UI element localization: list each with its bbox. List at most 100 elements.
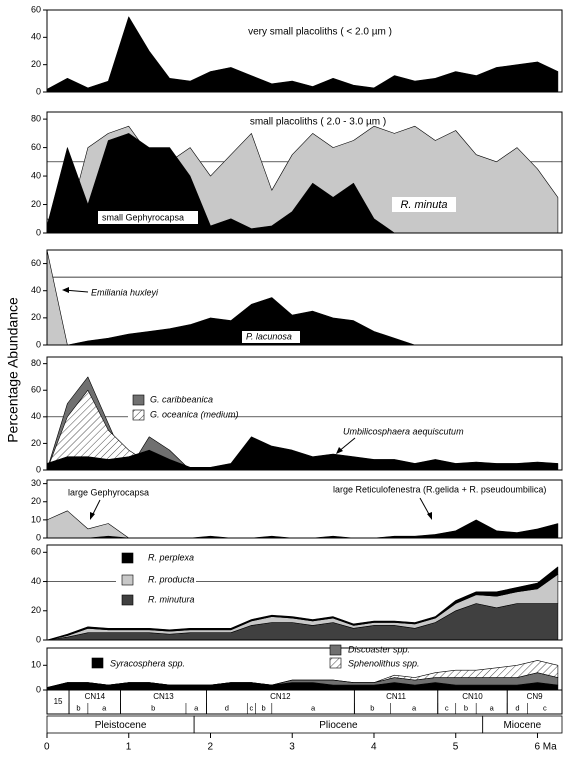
zone-label: CN13 [153,692,174,701]
subzone-label: d [515,703,519,712]
y-tick-label: 60 [31,385,41,395]
label-box [392,197,456,212]
y-tick-label: 0 [36,227,41,237]
subzone-label: b [370,703,374,712]
panel-frame [46,249,563,346]
arrow-head [62,287,69,293]
x-tick-label: 5 [453,742,459,753]
y-tick-label: 20 [31,59,41,69]
y-tick-label: 0 [36,339,41,349]
subzone-label: c [445,703,449,712]
area [46,566,559,641]
series-label: P. lacunosa [246,331,292,341]
legend-label: R. minutura [148,594,195,604]
y-tick-label: 0 [36,464,41,474]
panel-frame [46,544,563,641]
series-label: Umbilicosphaera aequiscutum [343,426,464,436]
zone-label: CN9 [527,692,544,701]
y-tick-label: 40 [31,32,41,42]
y-tick-label: 60 [31,4,41,14]
legend-swatch [121,594,134,606]
label-box [242,331,300,343]
legend-label: G. caribbeanica [150,394,213,404]
series-label: Emiliania huxleyi [91,287,159,297]
arrow-head [90,512,95,520]
y-tick-label: 0 [36,86,41,96]
y-tick-label: 20 [31,438,41,448]
series-label: large Gephyrocapsa [68,487,149,497]
x-tick-label: 2 [207,742,213,753]
subzone-label: b [262,703,266,712]
epoch [482,715,563,734]
zone [506,689,563,715]
x-tick-label: 3 [289,742,295,753]
zone-label: CN12 [270,692,291,701]
y-tick-label: 40 [31,411,41,421]
legend-label: R. perplexa [148,552,194,562]
legend-label: Syracosphera spp. [110,658,185,668]
legend-swatch [329,644,342,656]
subzone-label: b [151,703,155,712]
zone-label: CN11 [386,692,406,701]
y-tick-label: 40 [31,576,41,586]
legend-label: G. oceanica (medium) [150,409,239,419]
legend-label: R. producta [148,574,195,584]
arrow [91,499,101,517]
series-label: R. minuta [400,199,447,211]
arrow [419,497,431,517]
epoch-label: Pleistocene [95,720,147,731]
epoch-label: Pliocene [319,720,358,731]
y-tick-label: 80 [31,113,41,123]
panel-frame [46,356,563,471]
y-tick-label: 40 [31,170,41,180]
legend-swatch [121,552,134,564]
subzone-label: a [490,703,495,712]
legend-swatch [329,657,342,669]
subzone-label: a [102,703,107,712]
y-tick-label: 0 [36,634,41,644]
y-tick-label: 60 [31,142,41,152]
y-tick-label: 10 [31,660,41,670]
subzone-label: c [543,703,547,712]
panel-title: small placoliths ( 2.0 - 3.0 µm ) [250,117,386,128]
legend-swatch [132,409,145,421]
label-box [98,211,198,224]
annotations: Percentage Abundance small Gephyrocapsa … [5,197,546,669]
y-tick-label: 10 [31,514,41,524]
legend-label: Discoaster spp. [348,644,410,654]
y-tick-label: 80 [31,358,41,368]
y-axis-label: Percentage Abundance [5,297,21,443]
subzone-label: c [249,703,253,712]
y-tick-label: 40 [31,285,41,295]
series-label: large Reticulofenestra (R.gelida + R. ps… [333,484,546,494]
y-tick-label: 20 [31,312,41,322]
area [46,660,559,688]
panel-frame [46,479,563,539]
zone-label: 15 [54,697,63,706]
zone-label: CN14 [85,692,106,701]
legend-swatch [121,574,134,586]
zone-label: CN10 [462,692,483,701]
panel-frame [46,9,563,93]
panel-frame [46,111,563,234]
epoch-label: Miocene [503,720,541,731]
subzone-label: d [225,703,229,712]
y-tick-label: 60 [31,547,41,557]
y-tick-label: 0 [36,684,41,694]
y-tick-label: 20 [31,496,41,506]
legend-swatch [132,394,145,406]
y-tick-label: 30 [31,478,41,488]
y-tick-label: 20 [31,199,41,209]
y-tick-label: 20 [31,605,41,615]
x-tick-label: 6 Ma [534,742,557,753]
x-tick-label: 0 [44,742,50,753]
legend-box [128,390,228,422]
subzone-label: b [76,703,80,712]
x-tick-label: 1 [126,742,132,753]
legend-swatch [91,657,104,669]
y-tick-label: 60 [31,258,41,268]
subzone-label: b [464,703,468,712]
subzone-label: a [412,703,417,712]
panel-title: very small placoliths ( < 2.0 µm ) [248,27,392,38]
